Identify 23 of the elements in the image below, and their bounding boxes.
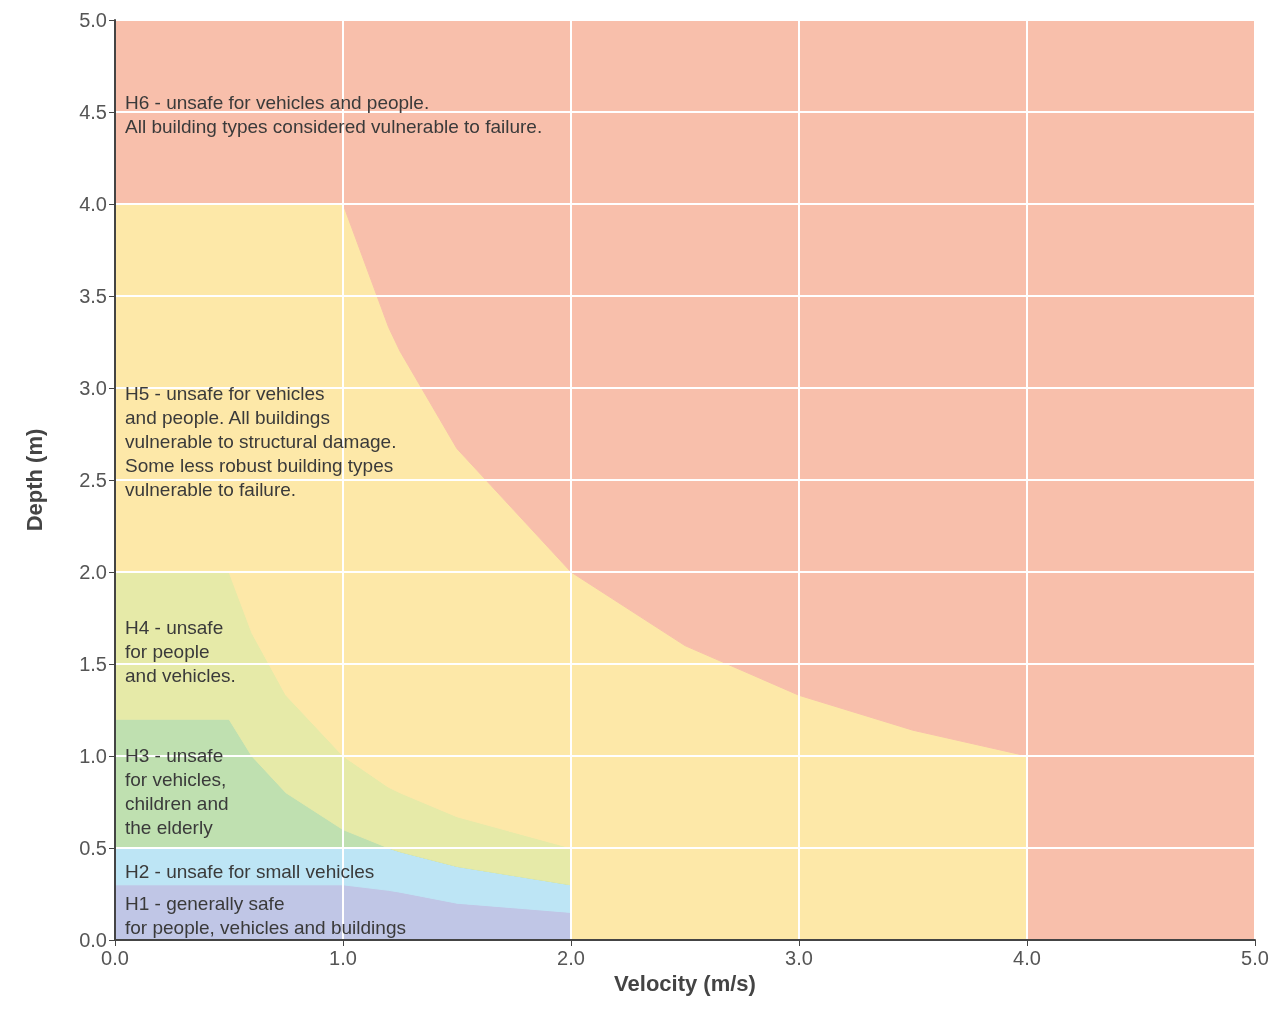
annotation: H1 - generally safe for people, vehicles and buildings	[125, 892, 406, 938]
x-axis-title: Velocity (m/s)	[614, 971, 756, 997]
y-tick-label: 2.5	[79, 469, 107, 491]
x-tick-label: 1.0	[329, 947, 357, 969]
x-tick-label: 3.0	[785, 947, 813, 969]
y-tick-label: 3.0	[79, 377, 107, 399]
y-tick-label: 1.5	[79, 653, 107, 675]
x-tick-label: 2.0	[557, 947, 585, 969]
x-tick-label: 4.0	[1013, 947, 1041, 969]
y-tick-label: 4.5	[79, 101, 107, 123]
annotation: H5 - unsafe for vehicles and people. All buildings vulnerable to structural damage. Some less robust building types vulnerable to failure.	[125, 382, 397, 500]
y-tick-label: 3.5	[79, 285, 107, 307]
y-tick-label: 1.0	[79, 745, 107, 767]
y-tick-label: 4.0	[79, 193, 107, 215]
annotation: H6 - unsafe for vehicles and people. All building types considered vulnerable to failure.	[125, 91, 543, 137]
y-tick-label: 2.0	[79, 561, 107, 583]
y-tick-label: 5.0	[79, 9, 107, 31]
annotation: H4 - unsafe for people and vehicles.	[125, 616, 236, 686]
y-axis-title: Depth (m)	[21, 428, 47, 532]
annotation: H2 - unsafe for small vehicles	[125, 860, 375, 882]
annotation: H3 - unsafe for vehicles, children and the elderly	[125, 744, 229, 838]
x-tick-label: 5.0	[1241, 947, 1269, 969]
y-tick-label: 0.5	[79, 837, 107, 859]
